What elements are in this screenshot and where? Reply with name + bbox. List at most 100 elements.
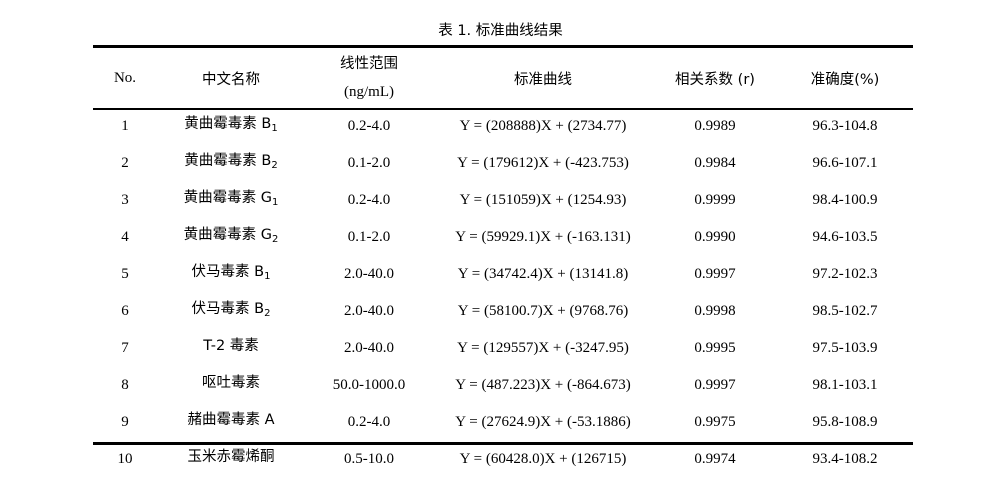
- compound-subscript: 2: [264, 308, 271, 319]
- header-no: No.: [113, 69, 137, 86]
- cell-name: 玉米赤霉烯酮: [157, 441, 305, 478]
- compound-name: 黄曲霉毒素 G: [183, 190, 272, 206]
- cell-name: 赭曲霉毒素 A: [157, 404, 305, 441]
- compound-subscript: 1: [271, 197, 279, 208]
- table-row: 8 呕吐毒素 50.0-1000.0 Y = (487.223)X + (-864.6…: [93, 367, 913, 404]
- cell-accuracy: 96.3-104.8: [812, 118, 878, 134]
- cell-name: 伏马毒素 B1: [157, 256, 305, 293]
- cell-name: 黄曲霉毒素 G2: [157, 219, 305, 256]
- compound-name: 伏马毒素 B: [191, 264, 265, 280]
- cell-no: 3: [121, 192, 129, 208]
- cell-range: 0.5-10.0: [344, 451, 394, 467]
- cell-curve: Y = (129557)X + (-3247.95): [457, 340, 629, 356]
- cell-name: T-2 毒素: [157, 330, 305, 367]
- compound-subscript: 2: [271, 160, 278, 171]
- table-row: 3 黄曲霉毒素 G1 0.2-4.0 Y = (151059)X + (1254.93…: [93, 182, 913, 219]
- table-header-rule: [93, 108, 913, 110]
- cell-coef: 0.9974: [694, 451, 736, 467]
- cell-coef: 0.9999: [694, 192, 736, 208]
- cell-curve: Y = (179612)X + (-423.753): [457, 155, 629, 171]
- cell-accuracy: 98.4-100.9: [812, 192, 878, 208]
- compound-name: 黄曲霉毒素 B: [184, 153, 272, 169]
- header-range-line2: (ng/mL): [344, 84, 394, 100]
- table-caption: 表 1. 标准曲线结果: [438, 23, 563, 39]
- cell-accuracy: 93.4-108.2: [812, 451, 878, 467]
- table-row: 1 黄曲霉毒素 B1 0.2-4.0 Y = (208888)X + (2734.77…: [93, 108, 913, 145]
- cell-curve: Y = (59929.1)X + (-163.131): [455, 229, 631, 245]
- cell-accuracy: 95.8-108.9: [812, 414, 878, 430]
- table-row: 7 T-2 毒素 2.0-40.0 Y = (129557)X + (-3247.95…: [93, 330, 913, 367]
- cell-coef: 0.9990: [694, 229, 736, 245]
- cell-no: 6: [121, 303, 129, 319]
- cell-curve: Y = (487.223)X + (-864.673): [455, 377, 631, 393]
- cell-accuracy: 98.1-103.1: [812, 377, 878, 393]
- cell-range: 0.1-2.0: [347, 229, 391, 245]
- cell-no: 9: [121, 414, 129, 430]
- table-top-rule: [93, 45, 913, 48]
- cell-accuracy: 96.6-107.1: [812, 155, 878, 171]
- table-header: No. 中文名称 线性范围 (ng/mL) 标准曲线 相关系数 (r) 准确度(…: [93, 48, 913, 108]
- table-row: 4 黄曲霉毒素 G2 0.1-2.0 Y = (59929.1)X + (-163.1…: [93, 219, 913, 256]
- header-coef: 相关系数 (r): [675, 71, 755, 88]
- cell-range: 50.0-1000.0: [332, 377, 406, 393]
- table-bottom-rule: [93, 442, 913, 445]
- cell-coef: 0.9989: [694, 118, 736, 134]
- cell-no: 1: [121, 118, 129, 134]
- cell-name: 呕吐毒素: [157, 367, 305, 404]
- cell-name: 黄曲霉毒素 G1: [157, 182, 305, 219]
- cell-no: 4: [121, 229, 129, 245]
- cell-name: 伏马毒素 B2: [157, 293, 305, 330]
- cell-range: 0.2-4.0: [347, 118, 391, 134]
- header-name: 中文名称: [202, 71, 260, 88]
- table-row: 5 伏马毒素 B1 2.0-40.0 Y = (34742.4)X + (13141.…: [93, 256, 913, 293]
- compound-subscript: 2: [271, 234, 279, 245]
- cell-no: 7: [121, 340, 129, 356]
- cell-no: 2: [121, 155, 129, 171]
- cell-curve: Y = (151059)X + (1254.93): [459, 192, 627, 208]
- cell-range: 0.2-4.0: [347, 414, 391, 430]
- table-row: 6 伏马毒素 B2 2.0-40.0 Y = (58100.7)X + (9768.7…: [93, 293, 913, 330]
- compound-subscript: 1: [271, 123, 278, 134]
- cell-curve: Y = (208888)X + (2734.77): [459, 118, 627, 134]
- cell-no: 10: [117, 451, 133, 467]
- cell-coef: 0.9995: [694, 340, 736, 356]
- cell-accuracy: 97.5-103.9: [812, 340, 878, 356]
- compound-name: 玉米赤霉烯酮: [187, 449, 275, 465]
- cell-curve: Y = (27624.9)X + (-53.1886): [455, 414, 631, 430]
- cell-range: 2.0-40.0: [344, 340, 394, 356]
- cell-coef: 0.9997: [694, 377, 736, 393]
- compound-name: 黄曲霉毒素 G: [183, 227, 272, 243]
- cell-range: 0.1-2.0: [347, 155, 391, 171]
- cell-coef: 0.9975: [694, 414, 736, 430]
- cell-accuracy: 94.6-103.5: [812, 229, 878, 245]
- compound-name: 伏马毒素 B: [191, 301, 265, 317]
- header-range: 线性范围 (ng/mL): [305, 48, 433, 108]
- standard-curve-table: No. 中文名称 线性范围 (ng/mL) 标准曲线 相关系数 (r) 准确度(…: [93, 48, 913, 478]
- cell-coef: 0.9998: [694, 303, 736, 319]
- cell-range: 2.0-40.0: [344, 266, 394, 282]
- table-row: 9 赭曲霉毒素 A 0.2-4.0 Y = (27624.9)X + (-53.188…: [93, 404, 913, 441]
- cell-coef: 0.9997: [694, 266, 736, 282]
- header-accuracy: 准确度(%): [810, 71, 880, 88]
- cell-curve: Y = (34742.4)X + (13141.8): [457, 266, 629, 282]
- table-row: 10 玉米赤霉烯酮 0.5-10.0 Y = (60428.0)X + (126715…: [93, 441, 913, 478]
- header-curve: 标准曲线: [514, 71, 572, 88]
- cell-accuracy: 97.2-102.3: [812, 266, 878, 282]
- compound-name: T-2 毒素: [203, 338, 259, 354]
- cell-curve: Y = (58100.7)X + (9768.76): [457, 303, 629, 319]
- compound-name: 黄曲霉毒素 B: [184, 116, 272, 132]
- cell-accuracy: 98.5-102.7: [812, 303, 878, 319]
- cell-coef: 0.9984: [694, 155, 736, 171]
- cell-name: 黄曲霉毒素 B2: [157, 145, 305, 182]
- compound-subscript: 1: [264, 271, 271, 282]
- cell-range: 0.2-4.0: [347, 192, 391, 208]
- cell-curve: Y = (60428.0)X + (126715): [459, 451, 627, 467]
- cell-name: 黄曲霉毒素 B1: [157, 108, 305, 145]
- compound-name: 呕吐毒素: [202, 375, 260, 391]
- cell-no: 8: [121, 377, 129, 393]
- header-range-line1: 线性范围: [340, 56, 398, 72]
- table-row: 2 黄曲霉毒素 B2 0.1-2.0 Y = (179612)X + (-423.75…: [93, 145, 913, 182]
- cell-range: 2.0-40.0: [344, 303, 394, 319]
- table-body: 1 黄曲霉毒素 B1 0.2-4.0 Y = (208888)X + (2734.77…: [93, 108, 913, 478]
- cell-no: 5: [121, 266, 129, 282]
